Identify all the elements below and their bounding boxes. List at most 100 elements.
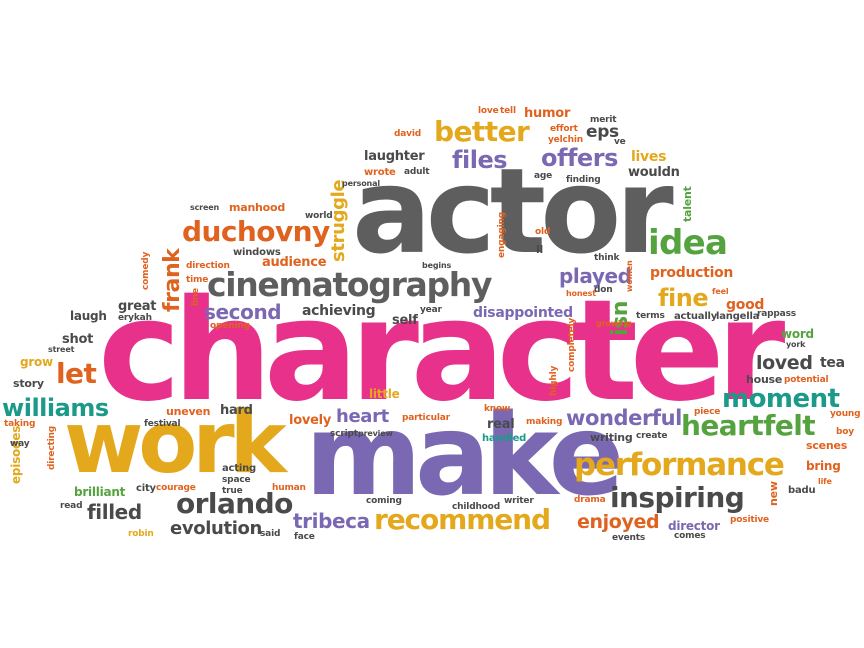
word-courage: courage (156, 483, 196, 493)
word-achieving: achieving (302, 303, 376, 319)
word-coming: coming (366, 496, 402, 506)
word-read: read (60, 501, 83, 511)
word-fine: fine (658, 284, 709, 312)
word-cinematography: cinematography (207, 265, 492, 304)
word-struggle: struggle (328, 179, 349, 262)
word-feel: feel (712, 287, 729, 296)
word-personal: personal (342, 179, 380, 188)
word-self: self (392, 313, 418, 328)
word-childhood: childhood (452, 502, 500, 512)
word-line: line (191, 288, 201, 306)
word-finding: finding (566, 175, 601, 185)
word-actually: actually (674, 311, 718, 322)
word-inspiring: inspiring (610, 481, 745, 514)
word-better: better (434, 115, 530, 148)
word-age: age (534, 171, 553, 181)
word-screen: screen (190, 203, 220, 212)
word-year: year (420, 305, 442, 315)
word-hard: hard (220, 403, 253, 418)
word-played: played (559, 264, 632, 288)
word-don: don (594, 285, 613, 295)
word-filled: filled (87, 500, 142, 524)
word-manhood: manhood (229, 201, 285, 214)
word-scenes: scenes (806, 439, 848, 452)
word-york: york (786, 340, 806, 349)
word-character: character (98, 270, 785, 433)
word-frank: frank (160, 248, 185, 312)
word-time: time (186, 275, 209, 285)
word-new: new (767, 481, 780, 506)
word-talent: talent (681, 186, 694, 222)
word-humor: humor (524, 106, 571, 121)
word-street: street (48, 345, 75, 354)
word-erykah: erykah (118, 313, 152, 323)
word-completely: completely (567, 317, 577, 372)
word-terms: terms (636, 311, 665, 321)
word-moment: moment (722, 384, 840, 414)
word-human: human (272, 483, 306, 493)
word-wouldn: wouldn (628, 165, 680, 180)
word-handled: handled (482, 433, 527, 444)
word-uneven: uneven (166, 405, 211, 418)
word-begins: begins (422, 261, 452, 270)
word-adult: adult (404, 167, 430, 177)
word-grow: grow (20, 355, 53, 369)
word-williams: williams (2, 394, 109, 422)
word-drama: drama (574, 495, 606, 505)
word-old: old (535, 227, 551, 237)
word-writing: writing (590, 431, 633, 444)
word-brilliant: brilliant (74, 485, 126, 499)
word-acting: acting (222, 463, 256, 474)
word-director: director (668, 519, 720, 533)
word-young: young (830, 409, 861, 419)
word-ll: ll (536, 243, 544, 256)
word-lives: lives (631, 149, 667, 165)
word-evolution: evolution (170, 518, 263, 539)
word-orlando: orlando (176, 487, 293, 520)
word-disappointed: disappointed (473, 305, 573, 321)
word-think: think (594, 253, 620, 263)
word-audience: audience (262, 255, 327, 270)
word-episodes: episodes (9, 425, 23, 484)
word-idea: idea (648, 223, 728, 263)
word-word: word (781, 327, 814, 341)
word-positive: positive (730, 515, 769, 525)
word-women: women (625, 260, 634, 292)
word-said: said (260, 529, 281, 539)
word-wrote: wrote (364, 167, 396, 178)
word-yelchin: yelchin (548, 135, 584, 145)
word-merit: merit (590, 115, 617, 125)
word-true: true (222, 486, 243, 496)
word-house: house (746, 373, 783, 386)
word-offers: offers (541, 144, 618, 172)
word-rappass: rappass (757, 309, 796, 319)
word-good: good (726, 297, 765, 313)
word-engaging: engaging (497, 212, 507, 258)
word-way: way (10, 439, 30, 449)
word-duchovny: duchovny (182, 215, 330, 248)
word-directing: directing (47, 425, 57, 470)
word-heartfelt: heartfelt (681, 409, 816, 442)
word-great: great (118, 299, 157, 314)
word-real: real (487, 417, 515, 432)
word-recommend: recommend (374, 503, 551, 536)
word-tea: tea (820, 355, 845, 371)
word-events: events (612, 533, 646, 543)
word-city: city (136, 483, 156, 494)
word-face: face (294, 532, 315, 542)
word-performance: performance (574, 447, 785, 483)
word-actor: actor (352, 142, 674, 280)
word-potential: potential (784, 375, 829, 385)
word-effort: effort (550, 124, 578, 134)
word-ve: ve (614, 137, 626, 147)
word-story: story (13, 377, 44, 390)
word-langella: langella (716, 311, 760, 322)
word-script: script (330, 429, 358, 439)
word-life: life (818, 477, 832, 486)
word-comes: comes (674, 531, 706, 541)
word-eps: eps (586, 122, 619, 142)
word-making: making (526, 417, 563, 427)
word-honest: honest (566, 289, 596, 298)
word-piece: piece (694, 407, 721, 417)
